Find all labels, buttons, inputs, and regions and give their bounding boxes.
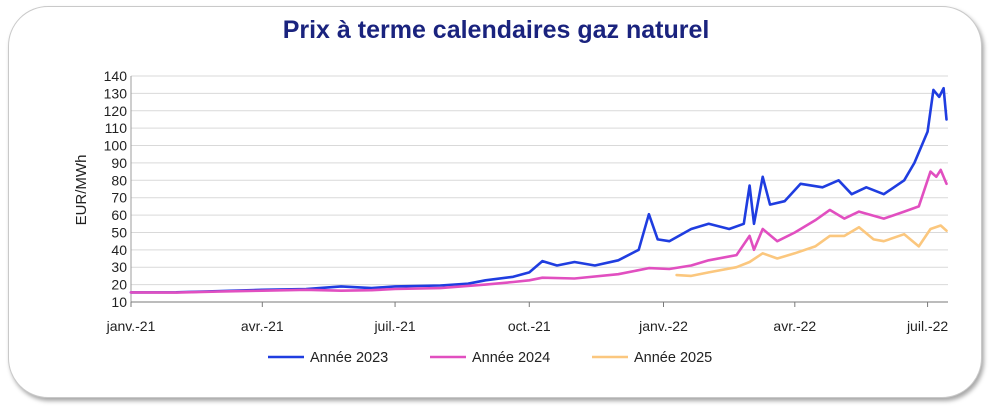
chart-title: Prix à terme calendaires gaz naturel (282, 16, 710, 44)
axes (130, 76, 948, 307)
x-tick-labels: janv.-21 avr.-21 juil.-21 oct.-21 janv.-22 av… (106, 318, 949, 334)
y-tick-label: 10 (111, 294, 127, 310)
legend-label: Année 2025 (634, 350, 712, 366)
x-tick-label: oct.-21 (508, 318, 551, 334)
series-line-3 (675, 224, 948, 278)
y-tick-label: 140 (104, 68, 128, 84)
y-tick-label: 130 (104, 85, 128, 101)
y-tick-label: 60 (111, 207, 127, 223)
y-tick-label: 40 (111, 242, 127, 258)
y-tick-label: 30 (111, 259, 127, 275)
x-tick-label: avr.-22 (773, 318, 816, 334)
series-line-2 (129, 168, 948, 294)
y-tick-label: 20 (111, 277, 127, 293)
x-tick-label: janv.-22 (638, 318, 688, 334)
x-tick-label: juil.-22 (906, 318, 948, 334)
y-tick-label: 90 (111, 155, 127, 171)
y-tick-label: 70 (111, 190, 127, 206)
y-tick-label: 80 (111, 172, 127, 188)
legend-label: Année 2024 (472, 350, 550, 366)
x-tick-label: avr.-21 (241, 318, 284, 334)
series-lines (129, 86, 948, 294)
chart-card (8, 6, 982, 398)
grid-lines (131, 75, 948, 286)
series-line-1 (129, 86, 948, 294)
x-tick-label: juil.-21 (373, 318, 415, 334)
legend-label: Année 2023 (310, 350, 388, 366)
y-tick-label: 100 (104, 138, 128, 154)
y-axis-label: EUR/MWh (73, 155, 90, 226)
legend: Année 2023 Année 2024 Année 2025 (268, 350, 712, 366)
x-tick-label: janv.-21 (106, 318, 156, 334)
y-tick-label: 110 (105, 120, 128, 136)
y-tick-label: 50 (111, 224, 127, 240)
y-tick-label: 120 (104, 103, 128, 119)
